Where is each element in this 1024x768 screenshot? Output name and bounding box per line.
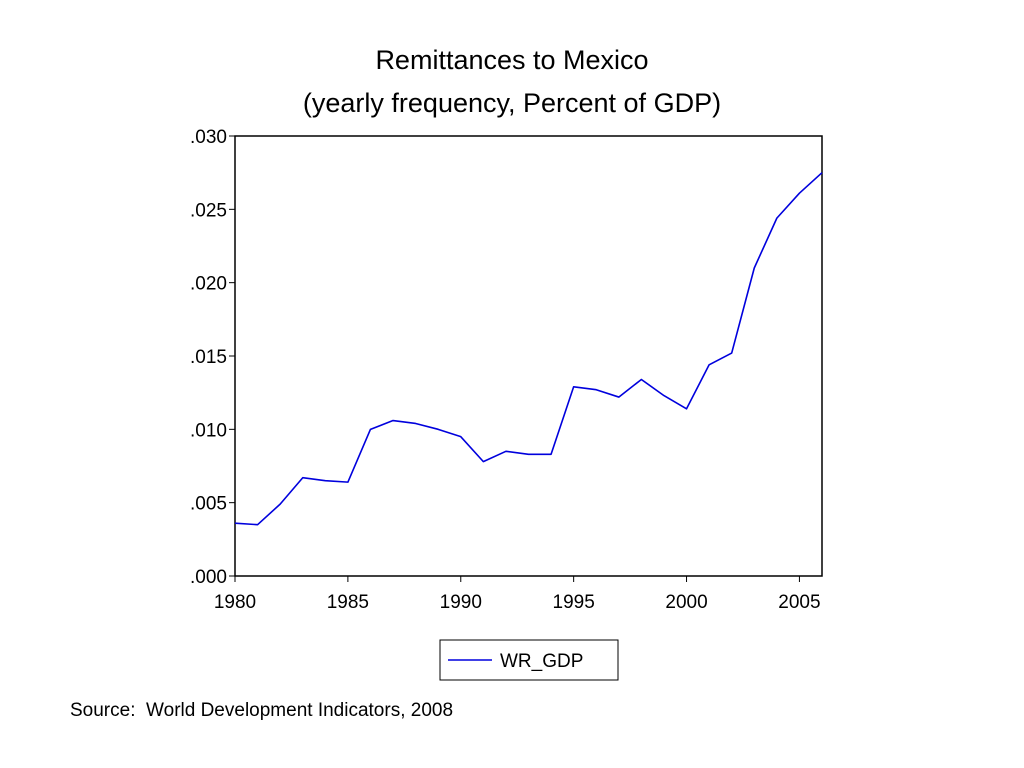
x-tick-label: 2000 — [665, 592, 707, 613]
x-tick-label: 2005 — [778, 592, 820, 613]
x-tick-label: 1995 — [553, 592, 595, 613]
x-tick-label: 1985 — [327, 592, 369, 613]
series-layer — [234, 172, 823, 526]
chart-title-line1: Remittances to Mexico — [375, 45, 649, 75]
y-tick-label: .005 — [190, 494, 227, 515]
series-line-wr-gdp — [234, 172, 823, 526]
y-tick-label: .030 — [190, 127, 227, 148]
chart-title-line2: (yearly frequency, Percent of GDP) — [302, 88, 722, 118]
y-tick-label: .025 — [190, 200, 227, 221]
x-tick-label: 1990 — [440, 592, 482, 613]
source-note: Source: World Development Indicators, 20… — [70, 700, 454, 721]
y-tick-label: .020 — [190, 274, 227, 295]
y-tick-label: .010 — [190, 420, 227, 441]
plot-frame — [234, 135, 823, 577]
y-axis: .000 .005 .010 .015 .020 .025 .030 — [190, 127, 235, 588]
legend-label-wr-gdp: WR_GDP — [500, 651, 583, 672]
legend: WR_GDP — [439, 639, 619, 681]
y-tick-label: .015 — [190, 347, 227, 368]
x-axis: 1980 1985 1990 1995 2000 2005 — [214, 576, 821, 613]
x-tick-label: 1980 — [214, 592, 256, 613]
y-tick-label: .000 — [190, 567, 227, 588]
